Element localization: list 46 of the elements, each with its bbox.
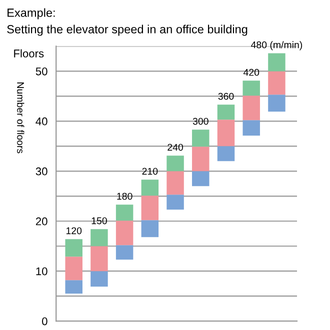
bar — [65, 239, 82, 257]
y-axis-title: Number of floors — [17, 82, 24, 154]
y-tick-label: 10 — [36, 267, 48, 276]
bar — [141, 196, 159, 220]
x-tick-label: 180 — [117, 192, 132, 200]
bar — [192, 146, 210, 172]
x-tick-label: 240 — [168, 144, 184, 151]
bar — [166, 171, 184, 195]
bar — [116, 245, 134, 260]
bar — [192, 130, 210, 147]
bar — [192, 171, 210, 186]
bar — [90, 271, 108, 287]
bar — [242, 120, 260, 136]
bar — [65, 280, 82, 294]
x-tick-label: 210 — [142, 168, 158, 175]
x-tick-label: 300 — [192, 118, 208, 125]
bar — [242, 80, 260, 96]
bar — [141, 220, 159, 238]
bar — [90, 246, 108, 272]
bar — [242, 96, 260, 120]
bar — [268, 53, 286, 72]
chart-subtitle: Setting the elevator speed in an office building — [7, 24, 248, 36]
y-tick-label: 0 — [42, 317, 48, 326]
bar — [141, 180, 159, 196]
bar — [166, 156, 184, 172]
bar — [217, 120, 235, 146]
text: Floors — [14, 49, 44, 58]
x-tick-label: 420 — [243, 68, 260, 76]
chart-title: Example: — [8, 8, 55, 20]
bar — [217, 146, 235, 162]
x-tick-label: 480 (m/min) — [251, 41, 302, 50]
bar — [116, 220, 134, 246]
bar — [268, 94, 286, 112]
y-tick-label: 30 — [36, 167, 48, 176]
x-tick-label: 150 — [92, 217, 107, 224]
bar — [65, 256, 82, 280]
bar — [268, 71, 286, 95]
bar — [116, 204, 134, 221]
y-tick-label: 20 — [36, 217, 48, 226]
y-tick-label: 50 — [36, 67, 48, 76]
x-tick-label: 120 — [66, 227, 82, 234]
x-tick-label: 360 — [218, 92, 234, 100]
bar — [166, 194, 184, 210]
bar — [90, 229, 108, 246]
y-tick-label: 40 — [36, 117, 48, 126]
bar — [217, 104, 235, 120]
